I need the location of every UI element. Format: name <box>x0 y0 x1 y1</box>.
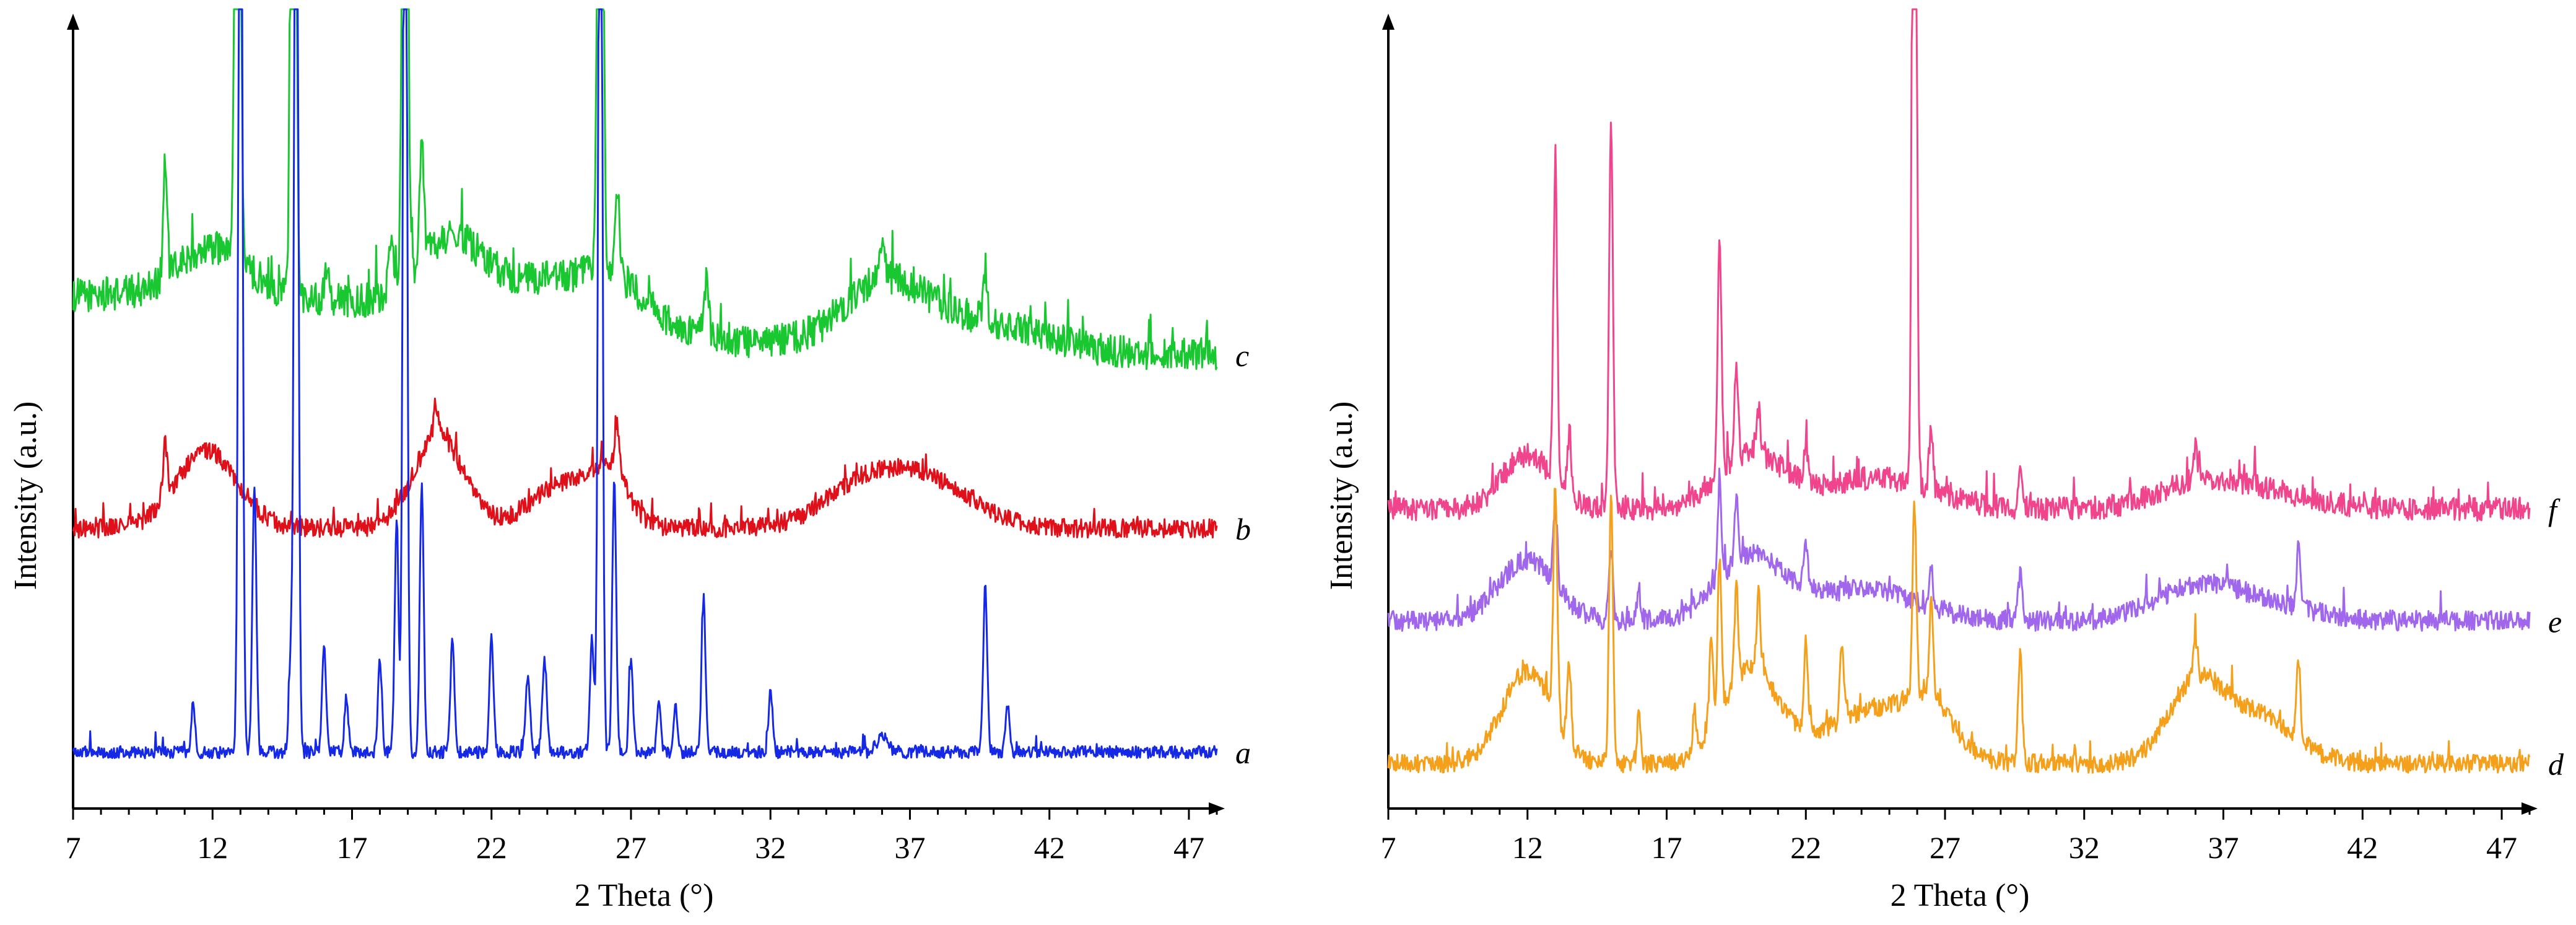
x-tick-label: 27 <box>1930 830 1960 865</box>
trace-labels: f e d <box>2548 493 2564 782</box>
x-ticks <box>72 809 1218 820</box>
x-tick-label: 42 <box>1034 830 1065 865</box>
x-tick-label: 42 <box>2347 830 2378 865</box>
x-tick-label: 22 <box>1790 830 1821 865</box>
trace-label-f: f <box>2548 493 2561 527</box>
trace-e <box>1387 467 2531 632</box>
x-tick-label: 17 <box>336 830 367 865</box>
xrd-chart-right: 7 12 17 22 27 32 37 42 47 f e d 2 Theta (°) Intens… <box>1324 8 2564 913</box>
x-tick-label: 37 <box>2208 830 2239 865</box>
x-tick-label: 27 <box>616 830 646 865</box>
x-tick-label: 47 <box>2486 830 2517 865</box>
x-tick-labels: 7 12 17 22 27 32 37 42 47 <box>66 830 1204 865</box>
x-tick-label: 32 <box>2069 830 2100 865</box>
trace-label-d: d <box>2548 747 2564 782</box>
x-tick-label: 12 <box>197 830 228 865</box>
trace-a <box>72 8 1218 760</box>
x-tick-label: 37 <box>894 830 925 865</box>
trace-label-b: b <box>1235 512 1251 546</box>
trace-f <box>1387 8 2531 522</box>
x-ticks <box>1387 809 2531 820</box>
x-axis-title: 2 Theta (°) <box>1891 878 2030 913</box>
trace-labels: c b a <box>1235 338 1251 770</box>
trace-b <box>72 397 1218 539</box>
trace-label-c: c <box>1235 338 1249 373</box>
x-axis-title: 2 Theta (°) <box>575 878 714 913</box>
x-tick-label: 32 <box>755 830 786 865</box>
x-tick-label: 7 <box>1381 830 1396 865</box>
x-tick-label: 22 <box>476 830 507 865</box>
y-axis-title: Intensity (a.u.) <box>1324 401 1359 590</box>
traces <box>72 8 1218 760</box>
y-axis-arrow <box>1382 14 1395 30</box>
xrd-chart-left: 7 12 17 22 27 32 37 42 47 c b a 2 Theta (°) Intens… <box>8 8 1251 913</box>
x-tick-label: 7 <box>66 830 81 865</box>
y-axis-arrow <box>67 14 79 30</box>
trace-d <box>1387 488 2531 774</box>
x-tick-label: 12 <box>1512 830 1543 865</box>
x-tick-label: 17 <box>1651 830 1682 865</box>
y-axis-title: Intensity (a.u.) <box>8 401 43 590</box>
x-tick-label: 47 <box>1173 830 1204 865</box>
trace-c <box>72 8 1218 370</box>
trace-label-e: e <box>2548 604 2562 639</box>
trace-label-a: a <box>1235 735 1251 770</box>
traces <box>1387 8 2531 774</box>
x-tick-labels: 7 12 17 22 27 32 37 42 47 <box>1381 830 2518 865</box>
